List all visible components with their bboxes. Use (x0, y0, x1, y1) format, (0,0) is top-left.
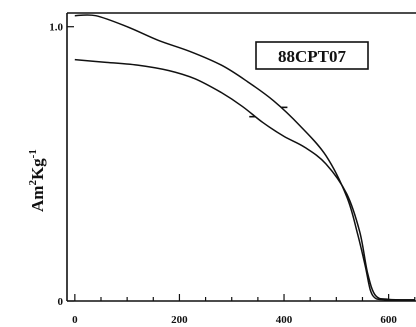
heating-curve (74, 14, 415, 301)
x-tick-label: 600 (380, 314, 397, 326)
x-tick-label: 400 (276, 314, 293, 326)
y-axis-title: Am2Kg-1 (27, 149, 47, 212)
series-group (74, 14, 415, 301)
y-axis-title-base: Am (28, 186, 47, 212)
sample-label-box: 88CPT07 (255, 41, 369, 70)
y-tick-label: 0 (58, 296, 64, 308)
y-axis-title-sup1: 2 (27, 180, 39, 186)
y-axis-title-mid: Kg (28, 158, 47, 180)
y-tick-label: 1.0 (49, 22, 63, 34)
y-axis-title-sup2: -1 (27, 149, 39, 158)
x-tick-label: 0 (72, 314, 78, 326)
cooling-curve (74, 58, 415, 301)
labels: 88CPT07 Am2Kg-1 (27, 41, 369, 212)
x-tick-label: 200 (171, 314, 188, 326)
sample-label: 88CPT07 (278, 47, 347, 66)
axes: 0 200 400 600 0 1.0 (49, 12, 416, 326)
